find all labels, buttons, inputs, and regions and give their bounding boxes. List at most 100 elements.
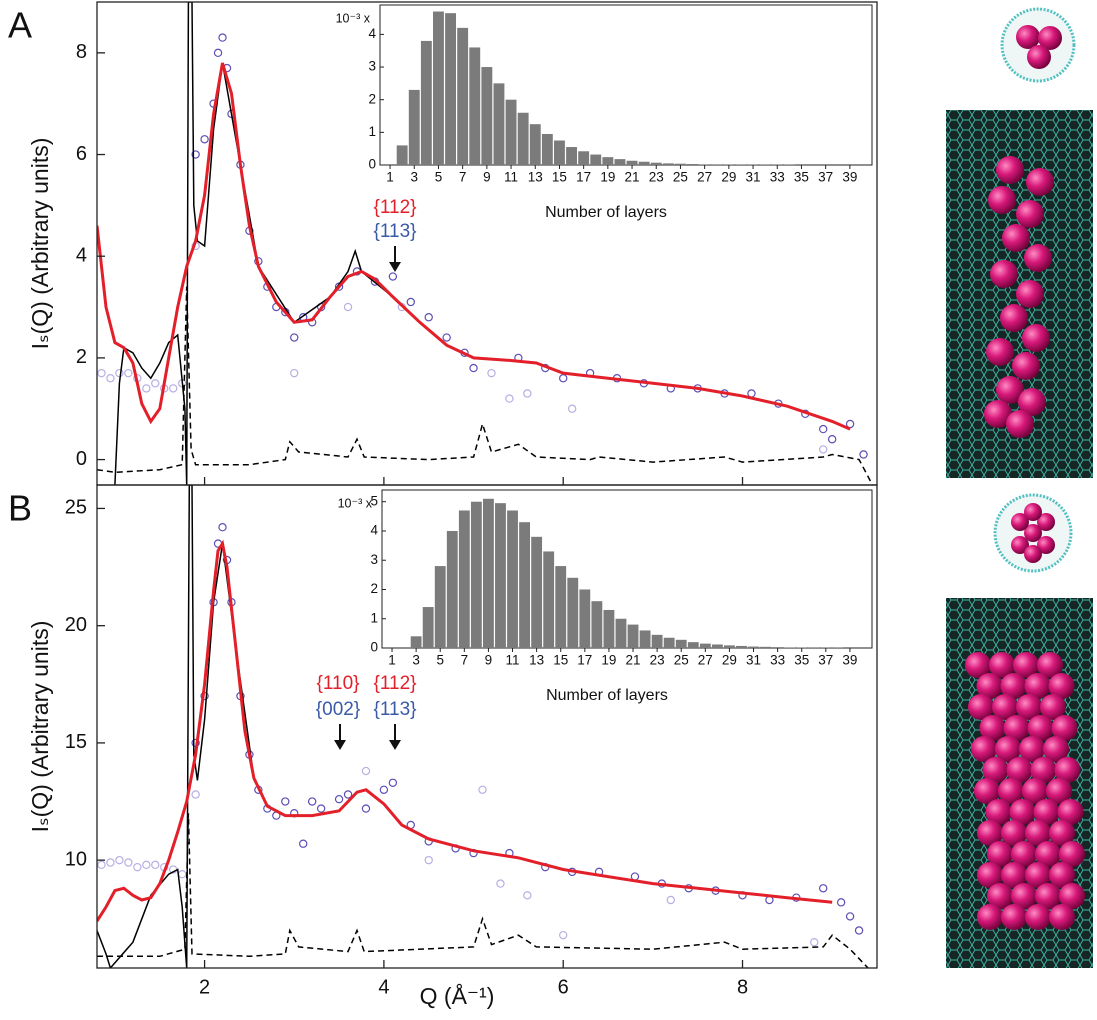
data-point [810, 938, 819, 947]
sphere [1011, 841, 1037, 867]
y-tick-label: 1 [370, 610, 378, 625]
bar [420, 40, 432, 165]
x-tick-label: 5 [435, 170, 443, 185]
y-tick-label: 3 [370, 552, 378, 567]
sphere [965, 652, 991, 678]
x-tick-label: 3 [412, 653, 420, 668]
bar [483, 498, 494, 648]
bar [445, 13, 456, 165]
x-tick-label: 35 [794, 170, 809, 185]
sphere [1016, 25, 1040, 49]
data-point [124, 858, 133, 867]
curve [97, 539, 833, 922]
y-tick-label: 3 [368, 59, 376, 74]
sphere [1049, 862, 1075, 888]
data-point [115, 855, 124, 865]
sphere [1011, 883, 1037, 909]
bar [396, 145, 408, 165]
sphere [1000, 673, 1027, 699]
sphere [1027, 715, 1054, 741]
y-tick-label: 6 [76, 143, 87, 165]
bar [469, 47, 481, 166]
data-point [469, 363, 478, 373]
data-point [666, 895, 675, 905]
sphere [979, 715, 1006, 741]
data-point [361, 766, 371, 776]
bar [711, 164, 723, 165]
y-tick-label: 15 [65, 731, 87, 753]
bar [590, 154, 602, 165]
sphere [1024, 503, 1042, 521]
sphere [1049, 820, 1075, 846]
data-point [218, 33, 227, 42]
y-tick-label: 5 [370, 493, 378, 508]
x-tick-label: 15 [552, 170, 567, 185]
y-tick-label: 20 [65, 614, 87, 636]
data-point [361, 804, 371, 813]
bar [687, 164, 698, 165]
bar [505, 99, 517, 165]
sphere [1051, 715, 1078, 741]
data-point [200, 135, 209, 144]
inset-x-label: Number of layers [545, 204, 667, 221]
sphere [1038, 26, 1062, 50]
y-tick-label: 8 [76, 41, 87, 63]
x-tick-label: 3 [410, 170, 418, 185]
sphere [1043, 736, 1069, 762]
data-point [151, 379, 160, 388]
data-point [290, 333, 299, 342]
data-point [169, 384, 178, 393]
x-tick-label: 9 [483, 170, 491, 185]
x-tick-label: 37 [818, 170, 833, 185]
peak-annotation: {002} [316, 699, 360, 720]
sphere [998, 778, 1024, 804]
data-point [334, 794, 344, 804]
data-point [218, 523, 227, 532]
x-tick-label: 39 [842, 653, 857, 668]
x-tick-label: 31 [746, 170, 761, 185]
sphere [1012, 352, 1040, 380]
data-point [559, 930, 568, 940]
bar [458, 510, 470, 648]
data-point [191, 790, 200, 799]
x-tick-label: 21 [625, 170, 640, 185]
y-tick-label: 0 [370, 640, 378, 655]
curve [97, 62, 851, 431]
sphere [985, 799, 1012, 825]
sphere [1001, 820, 1027, 846]
x-tick-label: 15 [553, 653, 568, 668]
sphere [1035, 883, 1061, 909]
sphere [1035, 841, 1061, 867]
data-point [213, 48, 223, 58]
bar [555, 566, 567, 648]
y-axis-label: Iₛ(Q) (Arbitrary units) [27, 621, 53, 833]
panel-label: B [8, 488, 32, 529]
sphere [1024, 524, 1042, 542]
sphere [977, 820, 1003, 846]
data-point [523, 389, 532, 398]
x-tick-label: 9 [485, 653, 493, 668]
peak-annotation: {110} [317, 673, 360, 694]
x-tick-label: 13 [529, 653, 544, 668]
sphere [976, 673, 1003, 699]
sphere [1019, 736, 1045, 762]
sphere [1048, 673, 1075, 699]
bar [614, 159, 626, 165]
sphere [1003, 715, 1030, 741]
sphere [1024, 244, 1052, 272]
bar [736, 645, 747, 648]
data-point [133, 862, 142, 872]
data-point [819, 884, 828, 893]
data-point [478, 785, 487, 795]
bar [651, 634, 663, 648]
nanotube-renderings [946, 7, 1093, 968]
curve [114, 2, 421, 485]
sphere [995, 736, 1021, 762]
x-tick-label: 8 [737, 976, 748, 998]
sphere [1059, 841, 1085, 867]
data-point [106, 858, 115, 867]
sphere [968, 694, 994, 720]
y-tick-label: 10 [65, 848, 87, 870]
data-point [496, 879, 505, 888]
sphere [990, 260, 1018, 288]
